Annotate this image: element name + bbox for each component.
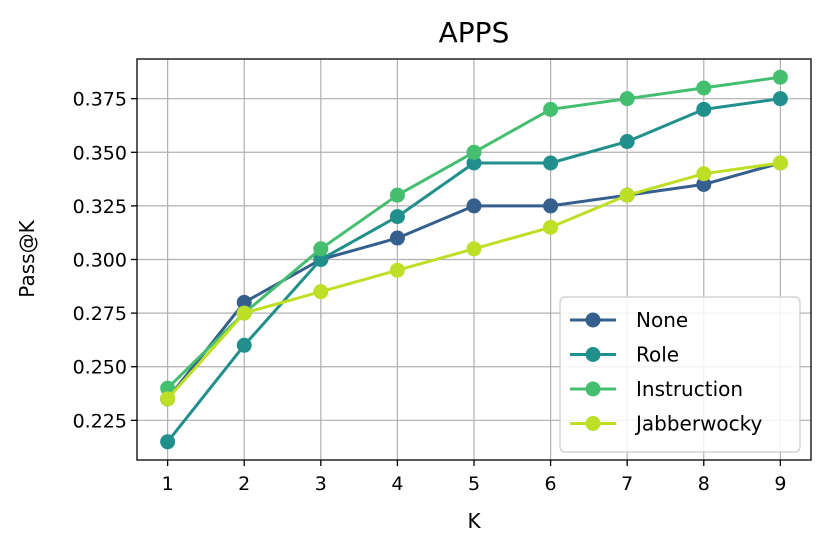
chart-title: APPS bbox=[439, 16, 510, 49]
legend-item: Instruction bbox=[570, 377, 743, 401]
data-point bbox=[389, 187, 405, 203]
y-tick-label: 0.300 bbox=[73, 250, 127, 272]
x-tick-label: 3 bbox=[315, 473, 327, 495]
data-point bbox=[466, 144, 482, 160]
x-tick-label: 1 bbox=[162, 473, 174, 495]
data-point bbox=[160, 434, 176, 450]
legend-item: Jabberwocky bbox=[570, 412, 763, 436]
x-tick-label: 4 bbox=[391, 473, 403, 495]
legend-item: None bbox=[570, 308, 688, 332]
y-tick-label: 0.275 bbox=[73, 303, 127, 325]
data-point bbox=[619, 134, 635, 150]
y-axis-label: Pass@K bbox=[15, 219, 39, 297]
data-point bbox=[160, 380, 176, 396]
y-tick-label: 0.225 bbox=[73, 410, 127, 432]
data-point bbox=[772, 69, 788, 85]
data-point bbox=[543, 155, 559, 171]
data-point bbox=[160, 391, 176, 407]
data-point bbox=[313, 252, 329, 267]
x-axis: 1 2 3 4 5 6 7 8 9 bbox=[162, 460, 786, 495]
x-axis-label: K bbox=[467, 509, 481, 533]
data-point bbox=[772, 91, 788, 107]
data-point bbox=[389, 209, 405, 225]
legend-label: None bbox=[636, 308, 688, 332]
data-point bbox=[466, 198, 482, 214]
series-role bbox=[160, 91, 788, 450]
data-point bbox=[696, 80, 712, 96]
series-instruction bbox=[160, 69, 788, 396]
data-point bbox=[696, 101, 712, 117]
data-point bbox=[619, 91, 635, 107]
y-tick-label: 0.375 bbox=[73, 89, 127, 111]
x-tick-label: 7 bbox=[621, 473, 633, 495]
x-tick-label: 2 bbox=[238, 473, 250, 495]
data-point bbox=[543, 219, 559, 235]
data-point bbox=[389, 230, 405, 246]
data-point bbox=[389, 262, 405, 278]
legend-label: Role bbox=[636, 343, 679, 367]
data-point bbox=[236, 305, 252, 321]
data-point bbox=[696, 176, 712, 192]
legend-label: Instruction bbox=[636, 377, 743, 401]
legend: None Role Instruction Jabberwocky bbox=[559, 296, 801, 453]
y-tick-label: 0.325 bbox=[73, 196, 127, 218]
x-tick-label: 5 bbox=[468, 473, 480, 495]
legend-marker bbox=[585, 416, 601, 431]
y-axis: 0.225 0.250 0.275 0.300 0.325 0.350 0.375 bbox=[73, 89, 137, 432]
data-point bbox=[236, 294, 252, 310]
legend-box bbox=[559, 296, 801, 453]
data-point bbox=[619, 187, 635, 203]
data-point bbox=[772, 155, 788, 171]
series-jabberwocky bbox=[160, 155, 788, 407]
data-point bbox=[543, 198, 559, 214]
x-tick-label: 6 bbox=[545, 473, 557, 495]
data-point bbox=[466, 155, 482, 171]
data-point bbox=[236, 337, 252, 353]
legend-label: Jabberwocky bbox=[634, 412, 763, 436]
y-tick-label: 0.350 bbox=[73, 142, 127, 164]
legend-marker bbox=[585, 312, 601, 328]
legend-marker bbox=[585, 347, 601, 362]
data-point bbox=[313, 241, 329, 257]
legend-marker bbox=[585, 381, 601, 397]
x-tick-label: 8 bbox=[698, 473, 710, 495]
data-point bbox=[696, 166, 712, 182]
data-point bbox=[466, 241, 482, 257]
y-tick-label: 0.250 bbox=[73, 357, 127, 379]
data-point bbox=[313, 284, 329, 300]
legend-item: Role bbox=[570, 343, 679, 367]
x-tick-label: 9 bbox=[774, 473, 786, 495]
series-layer bbox=[160, 69, 788, 450]
data-point bbox=[543, 101, 559, 117]
